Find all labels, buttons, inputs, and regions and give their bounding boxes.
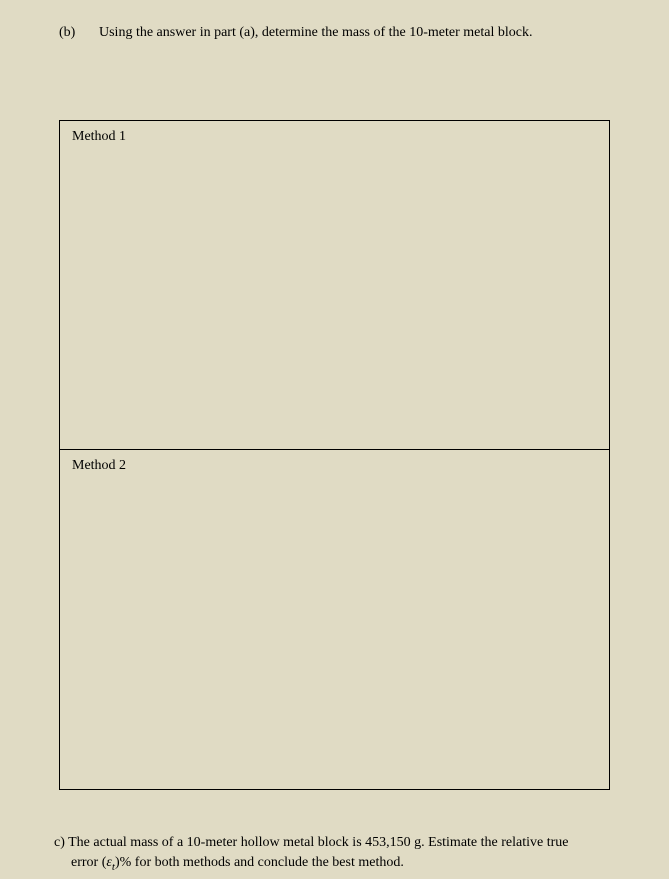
question-b: (b) Using the answer in part (a), determ… bbox=[59, 23, 610, 43]
question-b-label: (b) bbox=[59, 23, 99, 43]
method-1-label: Method 1 bbox=[72, 129, 126, 144]
method-2-box: Method 2 bbox=[59, 450, 610, 790]
worksheet-page: (b) Using the answer in part (a), determ… bbox=[0, 0, 669, 879]
question-c: c) The actual mass of a 10-meter hollow … bbox=[54, 833, 610, 875]
method-1-box: Method 1 bbox=[59, 120, 610, 450]
method-2-label: Method 2 bbox=[72, 458, 126, 473]
question-c-line1: c) The actual mass of a 10-meter hollow … bbox=[54, 833, 610, 853]
question-b-text: Using the answer in part (a), determine … bbox=[99, 23, 610, 43]
question-c-line2: error (εt)% for both methods and conclud… bbox=[54, 853, 610, 875]
question-c-line2-prefix: error ( bbox=[71, 855, 106, 870]
question-c-line2-suffix: )% for both methods and conclude the bes… bbox=[115, 855, 404, 870]
method-boxes: Method 1 Method 2 bbox=[59, 120, 610, 790]
